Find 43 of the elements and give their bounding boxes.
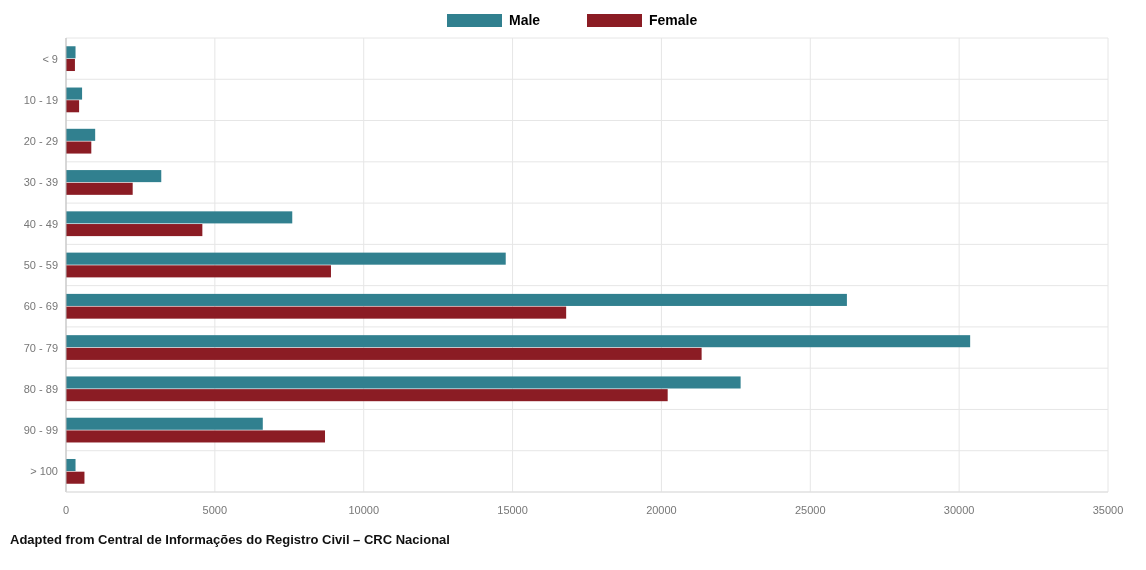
bar: [66, 265, 331, 278]
bar: [66, 376, 741, 389]
y-tick-label: 60 - 69: [23, 300, 58, 313]
y-tick-label: 70 - 79: [23, 341, 58, 354]
legend-label: Male: [509, 12, 541, 28]
bar: [66, 100, 80, 113]
bar: [66, 170, 162, 183]
x-tick-label: 0: [62, 504, 70, 516]
x-tick-label: 15000: [497, 504, 528, 516]
bar: [66, 306, 567, 319]
x-tick-label: 30000: [943, 504, 975, 516]
x-tick-label: 5000: [202, 504, 228, 516]
bar: [66, 46, 76, 59]
y-tick-label: > 100: [30, 465, 58, 478]
y-tick-label: 50 - 59: [23, 259, 58, 271]
legend-label: Female: [649, 12, 698, 28]
bar: [66, 471, 85, 484]
y-tick-label: 80 - 89: [23, 382, 58, 395]
bar: [66, 417, 263, 430]
bar: [66, 128, 96, 141]
bar: [66, 141, 92, 154]
x-tick-label: 20000: [646, 504, 677, 516]
bar: [66, 347, 702, 360]
bar: [66, 87, 83, 100]
y-tick-label: 10 - 19: [23, 93, 58, 106]
bar: [66, 389, 668, 402]
y-tick-label: 30 - 39: [23, 176, 58, 189]
y-tick-label: 20 - 29: [23, 135, 58, 148]
y-tick-label: < 9: [42, 52, 58, 65]
x-tick-label: 25000: [794, 504, 826, 516]
bar: [66, 335, 971, 348]
bar: [66, 252, 506, 265]
y-tick-label: 90 - 99: [23, 424, 58, 437]
bar: [66, 182, 133, 195]
y-tick-label: 40 - 49: [23, 217, 58, 230]
bar: [66, 430, 326, 443]
x-tick-label: 35000: [1092, 504, 1124, 516]
bar: [66, 211, 293, 224]
bar: [66, 458, 76, 472]
text: Adapted from Central de Informações do Registro Civil – CRC Nacional: [10, 532, 450, 547]
bar: [66, 224, 203, 237]
bar: [66, 293, 847, 306]
x-tick-label: 10000: [348, 504, 380, 516]
